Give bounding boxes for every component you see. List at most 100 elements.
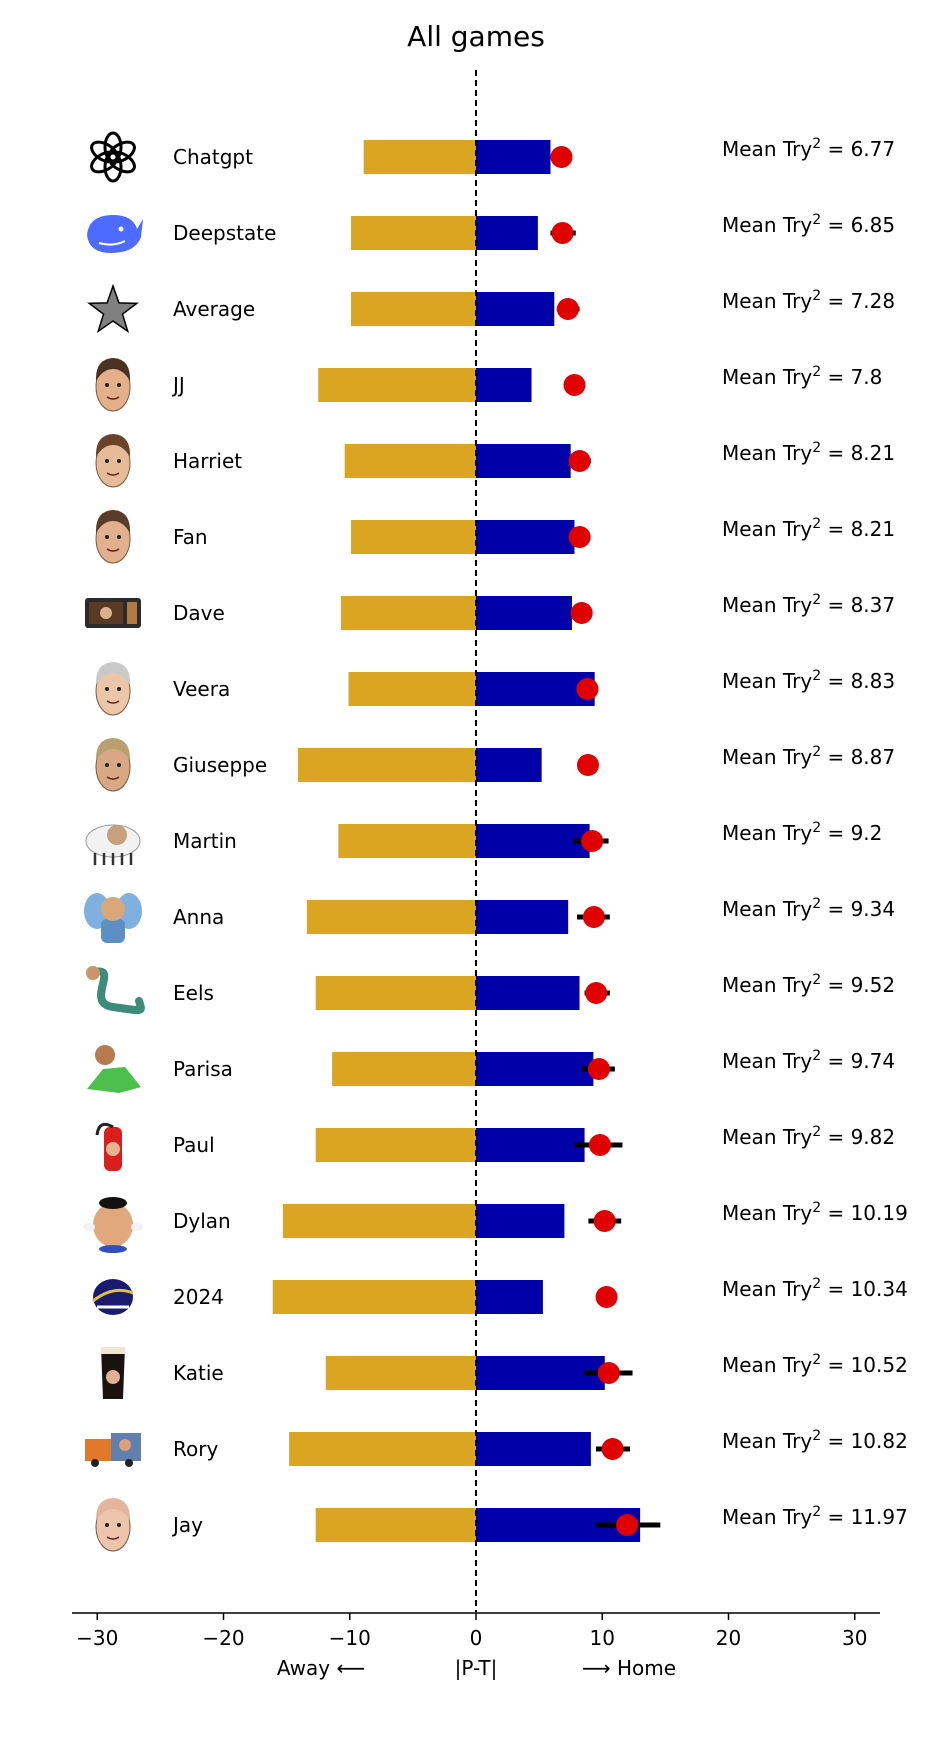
photo-jay-icon <box>95 1498 131 1552</box>
microwave-icon <box>85 598 141 628</box>
mean-marker <box>551 222 574 244</box>
potato-head-icon <box>83 1197 143 1253</box>
x-axis: −30 −20 −10 0 10 20 30 Away ⟵ |P-T| ⟶ Home <box>72 70 880 1680</box>
home-bar <box>476 1280 543 1314</box>
mean-annotation: Mean Try2 = 10.19 <box>722 1200 908 1225</box>
category-label: Chatgpt <box>173 145 253 169</box>
mean-annotation: Mean Try2 = 8.37 <box>722 592 895 617</box>
row-jj: JJ Mean Try2 = 7.8 <box>95 358 882 412</box>
category-label: Veera <box>173 677 230 701</box>
mean-annotation: Mean Try2 = 10.34 <box>722 1276 908 1301</box>
x-tick-label: −10 <box>329 1626 371 1650</box>
mean-marker <box>597 1362 620 1384</box>
away-bar <box>340 596 476 630</box>
mean-marker <box>585 982 608 1004</box>
away-bar <box>351 520 476 554</box>
category-label: Dylan <box>173 1209 231 1233</box>
mean-marker <box>601 1438 624 1460</box>
mean-annotation: Mean Try2 = 6.77 <box>722 136 895 161</box>
home-bar <box>476 292 555 326</box>
home-bar <box>476 900 569 934</box>
chart-title: All games <box>407 20 545 53</box>
row-veera: Veera Mean Try2 = 8.83 <box>95 662 895 716</box>
x-tick-label: −20 <box>202 1626 244 1650</box>
mean-annotation: Mean Try2 = 8.83 <box>722 668 895 693</box>
mean-marker <box>593 1210 616 1232</box>
openai-logo-icon <box>90 131 136 183</box>
mean-marker <box>550 146 573 168</box>
away-bar <box>272 1280 476 1314</box>
category-label: Martin <box>173 829 237 853</box>
mean-marker <box>587 1058 610 1080</box>
away-bar <box>282 1204 476 1238</box>
home-bar <box>476 1432 591 1466</box>
category-label: Giuseppe <box>173 753 267 777</box>
mean-marker <box>581 830 604 852</box>
category-label: Katie <box>173 1361 224 1385</box>
home-bar <box>476 1128 585 1162</box>
mean-annotation: Mean Try2 = 9.74 <box>722 1048 895 1073</box>
x-tick-label: 0 <box>470 1626 483 1650</box>
home-bar <box>476 520 575 554</box>
mean-marker <box>616 1514 639 1536</box>
home-bar <box>476 976 580 1010</box>
home-bar <box>476 1204 565 1238</box>
x-label-home: ⟶ Home <box>582 1656 676 1680</box>
pint-glass-icon <box>101 1347 125 1399</box>
away-bar <box>338 824 476 858</box>
x-tick-label: 20 <box>716 1626 741 1650</box>
x-label-center: |P-T| <box>455 1656 498 1680</box>
away-bar <box>325 1356 476 1390</box>
mean-annotation: Mean Try2 = 9.2 <box>722 820 882 845</box>
truck-icon <box>85 1433 141 1467</box>
home-bar <box>476 824 590 858</box>
category-label: Paul <box>173 1133 215 1157</box>
category-label: Fan <box>173 525 208 549</box>
category-label: Rory <box>173 1437 218 1461</box>
mean-annotation: Mean Try2 = 9.82 <box>722 1124 895 1149</box>
away-bar <box>315 976 476 1010</box>
home-bar <box>476 368 532 402</box>
row-katie: Katie Mean Try2 = 10.52 <box>101 1347 908 1399</box>
eel-icon <box>86 966 145 1015</box>
x-tick-label: 10 <box>590 1626 615 1650</box>
away-bar <box>297 748 476 782</box>
mean-marker <box>582 906 605 928</box>
2024-logo-icon <box>92 1279 134 1315</box>
dinosaur-icon <box>87 1045 141 1093</box>
mean-annotation: Mean Try2 = 7.28 <box>722 288 895 313</box>
mean-annotation: Mean Try2 = 8.21 <box>722 440 895 465</box>
category-label: Eels <box>173 981 214 1005</box>
away-bar <box>348 672 476 706</box>
photo-jj-icon <box>95 358 131 412</box>
category-label: Jay <box>171 1513 203 1537</box>
category-label: Parisa <box>173 1057 233 1081</box>
x-tick-label: −30 <box>76 1626 118 1650</box>
row-eels: Eels Mean Try2 = 9.52 <box>86 966 895 1015</box>
home-bar <box>476 216 538 250</box>
away-bar <box>332 1052 476 1086</box>
elephant-icon <box>84 893 142 943</box>
away-bar <box>318 368 476 402</box>
mean-marker <box>568 526 591 548</box>
photo-harriet-icon <box>95 434 131 488</box>
away-bar <box>315 1128 476 1162</box>
home-bar <box>476 140 551 174</box>
mean-marker <box>595 1286 618 1308</box>
sheep-icon <box>85 824 141 865</box>
row-dave: Dave Mean Try2 = 8.37 <box>85 592 895 630</box>
category-label: 2024 <box>173 1285 224 1309</box>
mean-annotation: Mean Try2 = 10.82 <box>722 1428 908 1453</box>
category-label: Deepstate <box>173 221 276 245</box>
photo-veera-icon <box>95 662 131 716</box>
row-chatgpt: Chatgpt Mean Try2 = 6.77 <box>90 131 895 183</box>
mean-annotation: Mean Try2 = 8.21 <box>722 516 895 541</box>
row-parisa: Parisa Mean Try2 = 9.74 <box>87 1045 895 1093</box>
category-label: Average <box>173 297 255 321</box>
x-label-away: Away ⟵ <box>277 1656 365 1680</box>
home-bar <box>476 748 542 782</box>
row-anna: Anna Mean Try2 = 9.34 <box>84 893 895 943</box>
row-2024: 2024 Mean Try2 = 10.34 <box>92 1276 908 1315</box>
mean-marker <box>588 1134 611 1156</box>
